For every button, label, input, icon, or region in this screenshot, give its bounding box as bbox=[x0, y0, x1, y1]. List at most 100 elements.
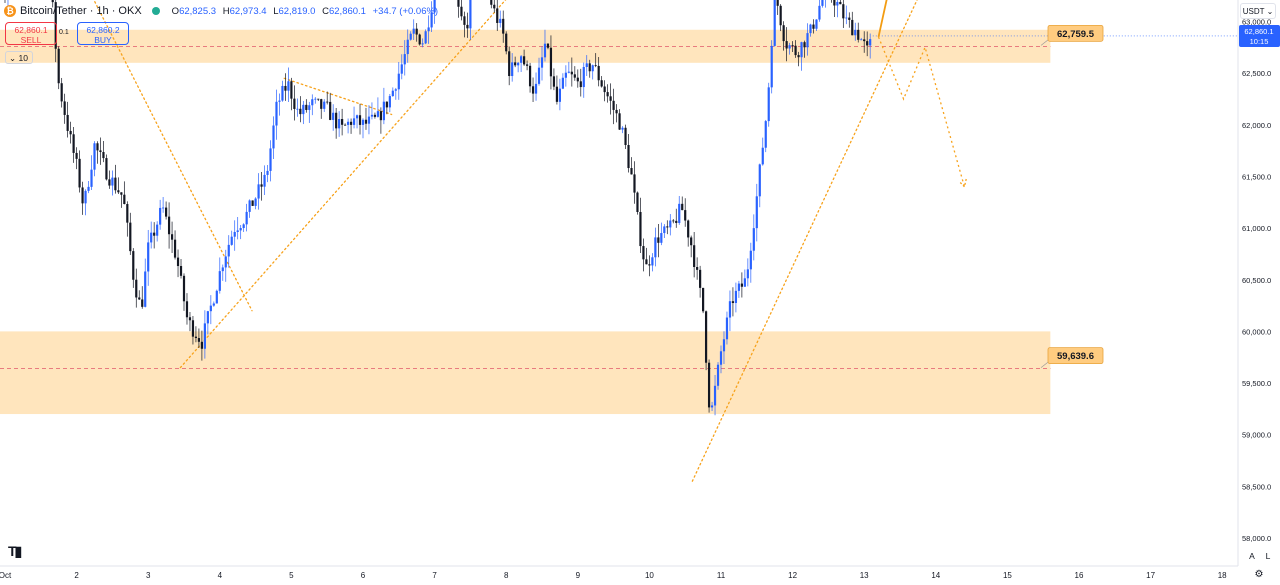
candle-body bbox=[594, 65, 597, 67]
log-scale-button[interactable]: L bbox=[1265, 551, 1271, 561]
level-callout-2: 59,639.6 bbox=[1057, 351, 1094, 362]
candle-body bbox=[836, 1, 839, 6]
candle-body bbox=[761, 147, 764, 165]
time-tick-label: 9 bbox=[576, 571, 581, 580]
close-value: 62,860.1 bbox=[328, 5, 366, 17]
candle-body bbox=[203, 323, 206, 349]
candle-body bbox=[123, 194, 126, 205]
quantity-selector[interactable]: ⌄ 10 bbox=[5, 51, 33, 64]
candle-body bbox=[239, 228, 242, 231]
candle-body bbox=[260, 184, 263, 187]
symbol-title[interactable]: Bitcoin/Tether · 1h · OKX bbox=[20, 5, 142, 17]
candles-layer bbox=[4, 0, 872, 416]
currency-selector[interactable]: USDT ⌄ bbox=[1240, 3, 1276, 19]
sell-button[interactable]: 62,860.1 SELL bbox=[5, 22, 57, 45]
candle-body bbox=[493, 4, 496, 9]
candle-body bbox=[302, 104, 305, 115]
gear-icon[interactable]: ⚙ bbox=[1254, 569, 1264, 580]
labels-layer: 63,418.264,509.562,759.559,639.6 bbox=[1040, 24, 1104, 368]
candle-body bbox=[132, 251, 135, 280]
candle-body bbox=[224, 256, 227, 268]
price-tick-label: 62,500.0 bbox=[1242, 69, 1271, 78]
candle-body bbox=[770, 45, 773, 88]
price-tick-label: 60,000.0 bbox=[1242, 327, 1271, 336]
candle-body bbox=[749, 250, 752, 270]
candle-body bbox=[335, 112, 338, 129]
candle-body bbox=[60, 83, 63, 102]
candle-body bbox=[346, 121, 350, 125]
time-tick-label: Oct bbox=[0, 571, 12, 580]
candle-body bbox=[194, 336, 198, 339]
candle-body bbox=[546, 43, 550, 48]
candle-body bbox=[627, 145, 630, 169]
buy-button[interactable]: 62,860.2 BUY bbox=[77, 22, 129, 45]
time-axis[interactable]: Oct 2 3 4 5 6 7 8 9 10 11 12 13 14 15 16 17 18 bbox=[0, 565, 1238, 580]
candle-body bbox=[520, 56, 523, 63]
candle-body bbox=[552, 76, 556, 87]
buy-label: BUY bbox=[94, 35, 112, 45]
time-tick-label: 11 bbox=[717, 571, 726, 580]
candle-body bbox=[842, 4, 845, 19]
price-axis[interactable]: 58,000.0 58,500.0 59,000.0 59,500.0 60,000.0… bbox=[1237, 0, 1280, 566]
auto-scale-button[interactable]: A bbox=[1249, 551, 1255, 561]
candle-body bbox=[684, 210, 687, 221]
candle-body bbox=[466, 24, 469, 29]
candle-body bbox=[78, 158, 81, 188]
candle-body bbox=[791, 45, 794, 47]
candle-body bbox=[681, 203, 684, 211]
candle-body bbox=[561, 77, 564, 89]
candle-body bbox=[418, 34, 421, 45]
candle-body bbox=[785, 41, 788, 49]
candle-body bbox=[857, 29, 860, 40]
candle-body bbox=[329, 101, 332, 120]
candle-body bbox=[191, 320, 195, 337]
candle-body bbox=[525, 64, 529, 66]
level-callout-box-1 bbox=[1047, 24, 1104, 42]
candle-body bbox=[776, 0, 779, 6]
candle-body bbox=[257, 184, 260, 199]
time-tick-label: 16 bbox=[1075, 571, 1084, 580]
candle-body bbox=[809, 24, 812, 34]
chevron-down-icon: ⌄ bbox=[9, 53, 17, 63]
projection-layer bbox=[877, 0, 967, 189]
candle-body bbox=[630, 168, 633, 175]
candle-body bbox=[379, 111, 382, 121]
candle-body bbox=[254, 198, 257, 206]
candle-body bbox=[642, 246, 645, 260]
candle-body bbox=[725, 317, 729, 340]
candle-body bbox=[558, 88, 561, 102]
candle-body bbox=[57, 48, 60, 84]
low-value: 62,819.0 bbox=[278, 5, 316, 17]
candle-body bbox=[755, 196, 758, 229]
candle-body bbox=[215, 290, 218, 304]
candle-body bbox=[176, 257, 180, 267]
candle-body bbox=[159, 207, 162, 225]
candle-body bbox=[651, 257, 654, 266]
candle-body bbox=[621, 127, 624, 130]
level-callout-1: 62,759.5 bbox=[1057, 29, 1095, 40]
candle-body bbox=[490, 0, 493, 5]
time-tick-label: 2 bbox=[74, 571, 79, 580]
candle-body bbox=[540, 57, 544, 68]
candle-body bbox=[129, 222, 132, 252]
candle-body bbox=[385, 101, 388, 108]
quantity-value: 10 bbox=[18, 53, 28, 63]
candle-body bbox=[818, 5, 821, 20]
chevron-down-icon: ⌄ bbox=[1266, 7, 1274, 16]
candle-body bbox=[421, 43, 424, 45]
candle-body bbox=[609, 96, 612, 101]
candle-body bbox=[690, 237, 693, 246]
projection-down-arrow-icon bbox=[958, 178, 967, 189]
candle-body bbox=[415, 28, 418, 35]
spread-value: 0.1 bbox=[59, 29, 69, 36]
candle-body bbox=[182, 275, 186, 302]
time-tick-label: 12 bbox=[788, 571, 797, 580]
candle-body bbox=[806, 33, 809, 48]
trendline-1 bbox=[179, 0, 507, 369]
candle-body bbox=[722, 339, 726, 352]
buy-price: 62,860.2 bbox=[86, 25, 120, 35]
candle-body bbox=[376, 111, 380, 117]
candle-body bbox=[358, 115, 362, 125]
candle-body bbox=[663, 226, 666, 234]
